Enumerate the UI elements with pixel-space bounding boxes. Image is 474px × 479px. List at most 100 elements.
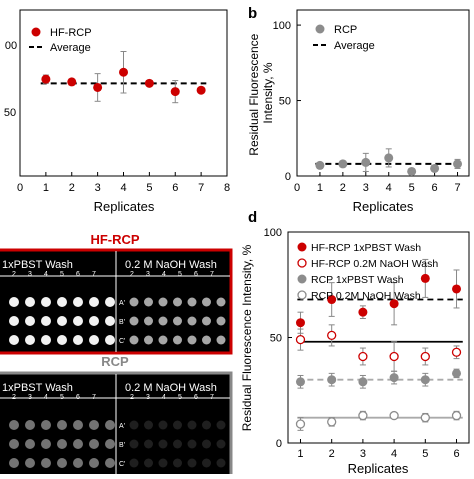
average-line-group (297, 298, 463, 419)
data-point (430, 163, 440, 173)
column-number: 3 (28, 271, 32, 278)
panel-label: b (248, 5, 257, 22)
legend: HF-RCP Average (29, 27, 92, 54)
array-spot (187, 420, 197, 430)
array-spot (25, 316, 35, 326)
y-tick-label: 50 (279, 96, 291, 108)
array-spot (73, 316, 83, 326)
group-title-rcp: RCP (101, 354, 129, 369)
array-spot (9, 439, 19, 449)
array-spot (73, 458, 83, 468)
array-spot (144, 316, 153, 326)
x-axis-label: Replicates (94, 199, 155, 214)
data-point (327, 375, 337, 385)
x-tick-label: 2 (69, 182, 75, 194)
legend-label: HF-RCP 0.2M NaOH Wash (311, 258, 438, 270)
column-number: 2 (130, 394, 134, 401)
data-point (327, 330, 337, 341)
x-tick-label: 6 (172, 182, 178, 194)
data-point (170, 87, 180, 97)
array-spot (41, 439, 51, 449)
legend-marker-rcp (315, 24, 325, 34)
x-tick-label: 4 (391, 448, 397, 460)
array-spot (202, 439, 211, 449)
array-spot (57, 316, 67, 326)
array-spot (57, 335, 67, 345)
array-spot (173, 458, 182, 468)
legend-label: Average (50, 42, 91, 54)
array-spot (105, 297, 115, 307)
data-point (41, 74, 51, 84)
data-point (295, 419, 306, 429)
legend-label: RCP 1xPBST Wash (311, 274, 404, 286)
column-number: 4 (44, 394, 48, 401)
array-spot (57, 297, 67, 307)
column-number: 2 (12, 394, 16, 401)
array-spot (73, 439, 83, 449)
array-spot (173, 335, 182, 345)
data-point (452, 284, 462, 294)
x-tick-label: 1 (317, 182, 323, 194)
data-point (295, 377, 305, 387)
data-point (451, 347, 462, 357)
array-spot (129, 420, 139, 430)
data-point (358, 410, 368, 421)
data-point (358, 307, 368, 317)
x-tick-group: 0 1 2 3 4 5 6 7 8 (17, 172, 230, 194)
y-axis-label: Residual Fluorescence Intensity, % (247, 30, 275, 155)
array-spot (158, 297, 168, 307)
panel-label: d (248, 209, 257, 226)
y-tick-label: 100 (273, 20, 291, 32)
column-number: 7 (92, 271, 96, 278)
y-tick-label: 100 (264, 227, 282, 239)
column-number: 5 (60, 271, 64, 278)
data-point (453, 159, 463, 169)
panel-c-images: HF-RCP 1xPBST Wash 0.2 M NaOH Wash 2 2 3 3 4… (0, 232, 233, 478)
array-spot (202, 316, 211, 326)
column-number: 7 (92, 394, 96, 401)
column-number: 6 (194, 271, 198, 278)
array-spot (129, 335, 139, 345)
array-spot (73, 420, 83, 430)
data-point (420, 351, 430, 362)
data-points-group (315, 148, 463, 176)
array-spot (216, 420, 226, 430)
array-spot (129, 439, 139, 449)
array-spot (41, 316, 51, 326)
legend-label: HF-RCP 1xPBST Wash (311, 242, 421, 254)
data-point (452, 368, 462, 378)
array-spot (105, 420, 115, 430)
column-number: 4 (162, 271, 166, 278)
column-number: 4 (162, 394, 166, 401)
array-spot (144, 458, 153, 468)
data-point (67, 77, 77, 87)
x-tick-label: 4 (120, 182, 126, 194)
column-number: 3 (28, 394, 32, 401)
data-point (315, 160, 325, 170)
array-spot (216, 335, 226, 345)
data-point (119, 67, 128, 77)
x-tick-label: 0 (17, 182, 23, 194)
array-spot (144, 420, 153, 430)
array-spot (158, 420, 168, 430)
legend-marker-rcp-pbst (297, 274, 307, 284)
array-spot (89, 458, 99, 468)
array-spot (73, 335, 83, 345)
y-tick-label: 50 (270, 333, 282, 345)
row-letter: B' (119, 319, 125, 326)
column-number: 2 (130, 271, 134, 278)
data-point (389, 351, 399, 362)
x-axis-label: Replicates (353, 199, 414, 214)
x-tick-group: 0 1 2 3 4 5 6 7 (294, 172, 461, 194)
x-tick-label: 0 (294, 182, 300, 194)
data-point (361, 157, 371, 167)
data-points-group (295, 258, 462, 431)
plot-frame (296, 9, 470, 177)
array-spot (158, 316, 168, 326)
array-spot (9, 297, 19, 307)
array-spot (25, 458, 35, 468)
y-tick-label: 0 (285, 171, 291, 183)
row-letter: B' (119, 442, 125, 449)
legend: RCP Average (313, 24, 375, 52)
array-spot (105, 439, 115, 449)
